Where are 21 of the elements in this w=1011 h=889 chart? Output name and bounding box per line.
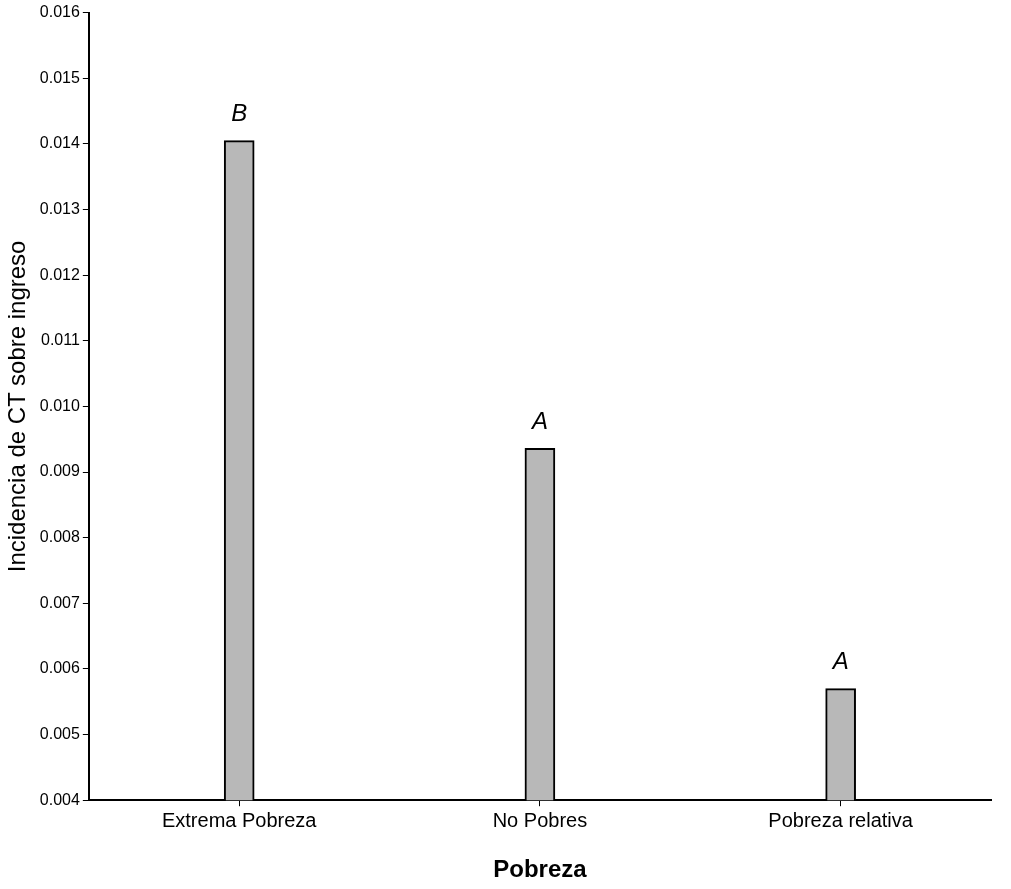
x-tick-label: Extrema Pobreza <box>161 808 318 831</box>
y-tick-label: 0.008 <box>39 528 80 546</box>
y-tick-label: 0.004 <box>39 790 80 808</box>
y-tick-label: 0.005 <box>39 724 80 742</box>
y-tick-label: 0.007 <box>39 593 80 611</box>
x-axis-title: Pobreza <box>493 855 588 883</box>
y-tick-label: 0.011 <box>40 331 80 349</box>
y-tick-label: 0.009 <box>39 462 80 480</box>
annotation: A <box>830 647 849 675</box>
annotation: B <box>231 99 248 127</box>
y-tick-label: 0.010 <box>39 396 80 414</box>
y-tick-label: 0.013 <box>39 199 80 217</box>
y-tick-label: 0.016 <box>39 3 80 21</box>
y-tick-label: 0.015 <box>39 68 80 86</box>
annotation: A <box>529 407 548 435</box>
x-tick-label: No Pobres <box>492 808 588 831</box>
y-axis-title: Incidencia de CT sobre ingreso <box>3 240 31 573</box>
x-tick-label: Pobreza relativa <box>768 808 914 831</box>
y-tick-label: 0.014 <box>39 134 80 152</box>
y-tick-label: 0.012 <box>39 265 80 283</box>
y-tick-label: 0.006 <box>39 659 80 677</box>
